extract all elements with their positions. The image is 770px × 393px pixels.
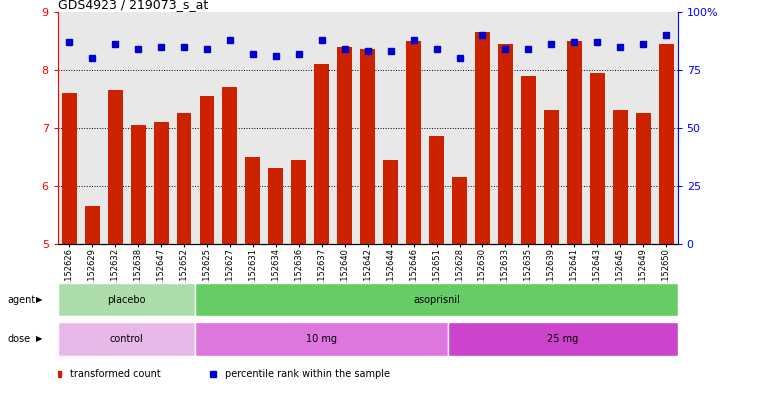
Bar	[58, 322, 196, 356]
Bar	[337, 46, 352, 244]
Text: percentile rank within the sample: percentile rank within the sample	[225, 369, 390, 379]
Bar	[131, 125, 146, 244]
Bar	[429, 136, 444, 244]
Bar	[58, 283, 196, 316]
Text: 10 mg: 10 mg	[306, 334, 337, 344]
Bar	[636, 113, 651, 244]
Text: agent: agent	[8, 295, 36, 305]
Bar	[613, 110, 628, 244]
Bar	[199, 96, 214, 244]
Text: dose: dose	[8, 334, 31, 344]
Bar	[108, 90, 122, 244]
Bar	[85, 206, 99, 244]
Bar	[590, 73, 604, 244]
Bar	[176, 113, 192, 244]
Bar	[521, 75, 536, 244]
Bar	[291, 160, 306, 244]
Bar	[498, 44, 513, 244]
Bar	[196, 322, 448, 356]
Text: ▶: ▶	[36, 295, 42, 304]
Text: asoprisnil: asoprisnil	[413, 295, 460, 305]
Text: placebo: placebo	[107, 295, 146, 305]
Bar	[406, 41, 421, 244]
Text: transformed count: transformed count	[70, 369, 161, 379]
Bar	[475, 32, 490, 244]
Text: ▶: ▶	[36, 334, 42, 343]
Bar	[567, 41, 582, 244]
Bar	[196, 283, 678, 316]
Text: GDS4923 / 219073_s_at: GDS4923 / 219073_s_at	[58, 0, 208, 11]
Bar	[223, 87, 237, 244]
Bar	[452, 177, 467, 244]
Bar	[314, 64, 330, 244]
Bar	[544, 110, 559, 244]
Bar	[246, 157, 260, 244]
Text: 25 mg: 25 mg	[547, 334, 578, 344]
Bar	[658, 44, 674, 244]
Bar	[448, 322, 678, 356]
Bar	[269, 168, 283, 244]
Text: control: control	[110, 334, 143, 344]
Bar	[360, 50, 375, 244]
Bar	[383, 160, 398, 244]
Bar	[153, 122, 169, 244]
Bar	[62, 93, 77, 244]
